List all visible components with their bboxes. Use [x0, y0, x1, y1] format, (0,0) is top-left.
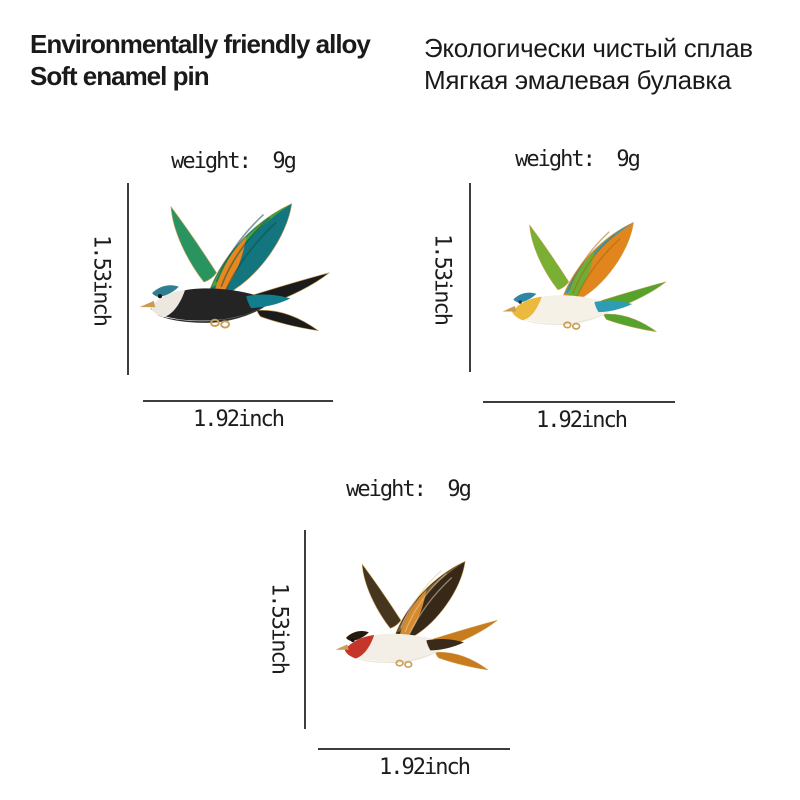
- bird-tail-streak: [246, 294, 291, 308]
- width-label: 1.92inch: [193, 407, 285, 432]
- swallow-pin-image: [502, 221, 667, 332]
- height-label: 1.53inch: [266, 583, 292, 673]
- weight-label: weight: 9g: [515, 147, 641, 172]
- header-russian-line1: Экологически чистый сплав: [424, 33, 753, 63]
- bird-back-wing: [361, 563, 402, 629]
- height-dimension-line: [304, 530, 306, 729]
- bird-head-cap: [513, 292, 537, 303]
- weight-label: weight: 9g: [171, 149, 297, 174]
- swallow-pin-image: [139, 203, 330, 332]
- header-english: Environmentally friendly alloy Soft ename…: [30, 28, 371, 92]
- bird-wing-striations: [400, 570, 453, 636]
- bird-back-wing: [170, 205, 217, 283]
- bird-foot: [404, 660, 413, 668]
- bird-wing-accent-patch: [399, 589, 427, 637]
- bird-foot: [563, 321, 572, 329]
- bird-chest: [344, 635, 375, 659]
- bird-wing-striations: [215, 214, 277, 291]
- width-dimension-line: [143, 400, 333, 402]
- header-russian-line2: Мягкая эмалевая булавка: [424, 65, 732, 95]
- header-english-line2: Soft enamel pin: [30, 61, 210, 91]
- bird-wing-accent-patch: [567, 250, 595, 298]
- bird-foot: [571, 322, 581, 330]
- header-russian: Экологически чистый сплав Мягкая эмалевая…: [424, 32, 753, 96]
- bird-tail-lower: [435, 652, 489, 671]
- bird-beak: [139, 300, 156, 308]
- bird-tail-streak: [426, 638, 464, 651]
- width-dimension-line: [483, 401, 675, 403]
- height-dimension-line: [127, 183, 129, 375]
- bird-beak: [502, 306, 517, 312]
- height-label: 1.53inch: [88, 235, 114, 325]
- bird-head-cap: [152, 285, 179, 297]
- bird-head-cap: [346, 631, 369, 642]
- bird-wing-striations: [568, 231, 621, 297]
- bird-tail-streak: [594, 300, 633, 313]
- bird-tail-lower: [256, 309, 319, 332]
- width-dimension-line: [318, 748, 510, 750]
- bird-back-wing: [529, 224, 570, 291]
- bird-foot: [395, 659, 404, 667]
- swallow-pin-image: [335, 560, 498, 671]
- bird-foot: [209, 318, 220, 327]
- bird-eye: [350, 638, 355, 643]
- bird-chest: [150, 289, 186, 318]
- weight-label: weight: 9g: [346, 477, 472, 502]
- height-dimension-line: [469, 183, 471, 372]
- bird-foot: [220, 320, 230, 329]
- height-label: 1.53inch: [429, 234, 455, 324]
- width-label: 1.92inch: [379, 755, 471, 780]
- bird-tail-lower: [603, 313, 657, 332]
- bird-chest: [512, 296, 542, 321]
- bird-eye: [518, 300, 522, 304]
- bird-eye: [157, 294, 163, 299]
- bird-beak: [335, 644, 349, 650]
- width-label: 1.92inch: [536, 408, 628, 433]
- bird-wing-accent-patch: [214, 236, 247, 292]
- header-english-line1: Environmentally friendly alloy: [30, 29, 371, 59]
